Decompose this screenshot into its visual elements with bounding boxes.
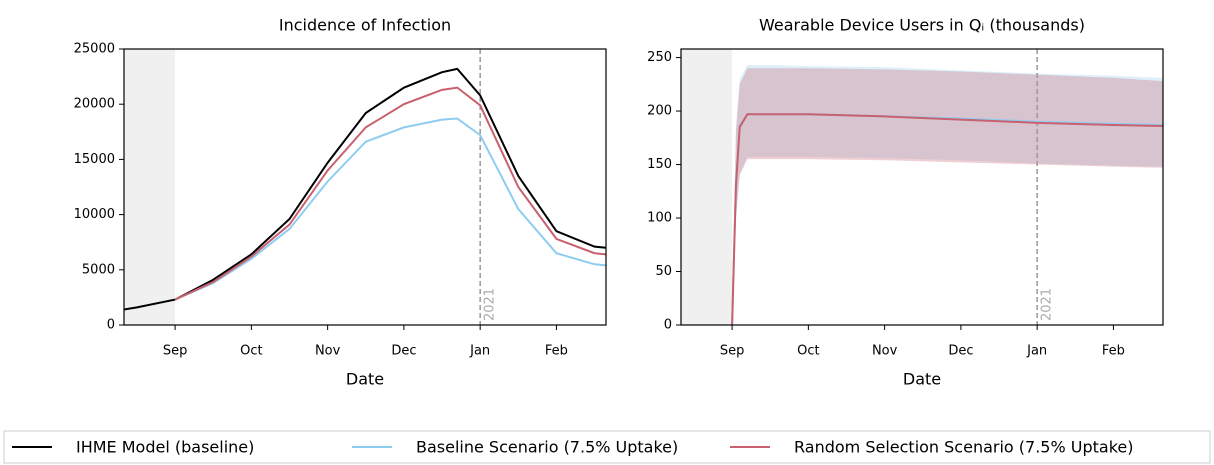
legend-box (3, 430, 1211, 464)
y-tick-label: 20000 (74, 97, 115, 112)
series-line (731, 113, 1164, 326)
x-tick-label: Feb (1102, 344, 1125, 359)
x-tick-label: Oct (240, 344, 262, 359)
plot-frame (123, 48, 607, 326)
x-tick-label: Feb (545, 344, 568, 359)
x-tick-label: Nov (872, 344, 898, 359)
chart-title: Incidence of Infection (279, 16, 451, 35)
x-tick-label: Nov (315, 344, 341, 359)
x-axis-label: Date (346, 370, 384, 389)
confidence-band (732, 65, 1163, 325)
x-tick-label: Dec (948, 344, 973, 359)
shaded-span (681, 49, 733, 325)
shaded-span (124, 49, 176, 325)
x-tick-label: Oct (797, 344, 819, 359)
y-tick-label: 25000 (74, 42, 115, 57)
series-line (174, 86, 607, 301)
y-tick-label: 200 (647, 104, 672, 119)
x-tick-label: Jan (469, 344, 490, 359)
x-tick-label: Dec (391, 344, 416, 359)
y-tick-label: 250 (647, 50, 672, 65)
legend-label: IHME Model (baseline) (76, 438, 254, 457)
x-axis-label: Date (903, 370, 941, 389)
legend-label: Random Selection Scenario (7.5% Uptake) (794, 438, 1134, 457)
reference-label: 2021 (1040, 288, 1055, 321)
y-tick-label: 100 (647, 211, 672, 226)
chart-title: Wearable Device Users in Qᵢ (thousands) (759, 16, 1085, 35)
series-line (174, 117, 607, 301)
y-tick-label: 150 (647, 157, 672, 172)
y-tick-label: 50 (655, 264, 672, 279)
x-tick-label: Jan (1026, 344, 1047, 359)
x-tick-label: Sep (163, 344, 188, 359)
y-tick-label: 10000 (74, 207, 115, 222)
x-tick-label: Sep (720, 344, 745, 359)
confidence-band (732, 68, 1163, 326)
y-tick-label: 5000 (82, 262, 115, 277)
y-tick-label: 0 (664, 318, 672, 333)
y-tick-label: 0 (107, 318, 115, 333)
series-line (123, 67, 607, 311)
y-tick-label: 15000 (74, 152, 115, 167)
plot-frame (680, 48, 1164, 326)
legend-label: Baseline Scenario (7.5% Uptake) (416, 438, 678, 457)
reference-label: 2021 (483, 288, 498, 321)
